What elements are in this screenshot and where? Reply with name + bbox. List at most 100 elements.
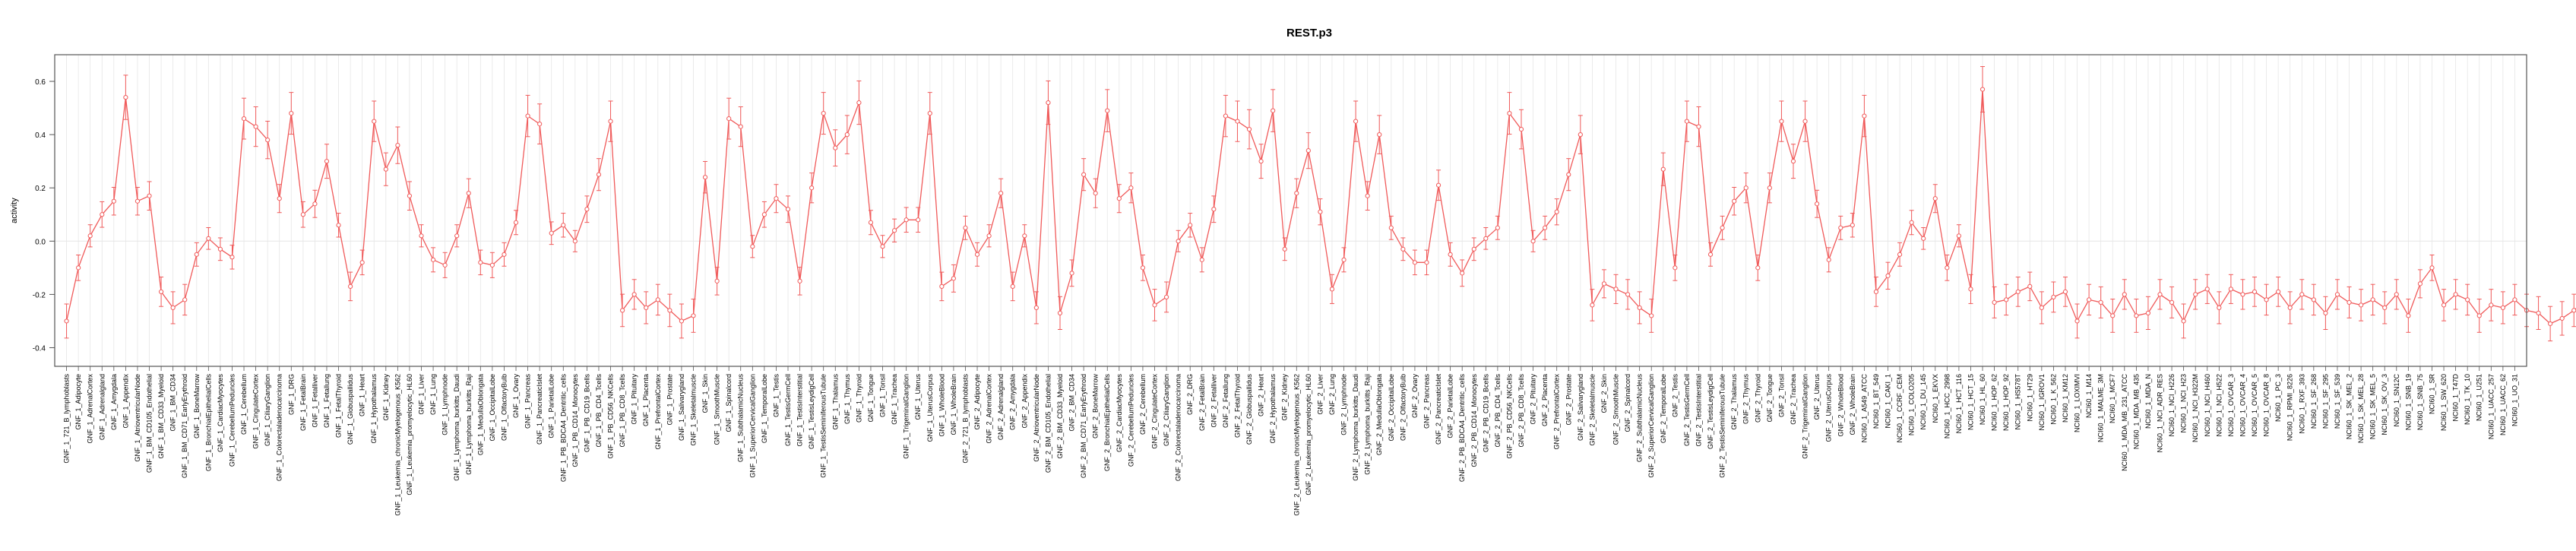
data-point: [372, 119, 376, 123]
data-point: [2549, 321, 2552, 325]
data-point: [668, 309, 672, 312]
data-point: [490, 263, 494, 267]
data-point: [2312, 298, 2315, 302]
plot-frame: [55, 55, 2527, 366]
x-tick-label: NCI60_1_M14: [2085, 374, 2093, 418]
data-point: [2394, 293, 2398, 296]
data-point: [1625, 293, 1629, 296]
x-tick-label: GNF_1_Lymphnode: [441, 374, 449, 435]
x-tick-label: GNF_1_BM_CD34: [169, 374, 177, 432]
data-point: [1708, 252, 1712, 256]
data-point: [2087, 298, 2091, 302]
data-point: [1969, 287, 1973, 291]
data-point: [2371, 298, 2375, 302]
data-point: [2466, 298, 2470, 302]
y-tick-label: 0.2: [35, 185, 46, 193]
data-point: [1164, 295, 1168, 299]
x-tick-label: NCI60_1_TK_10: [2464, 374, 2471, 425]
x-tick-label: GNF_2_Testis: [1671, 374, 1679, 418]
x-tick-label: GNF_1_FetalThyroid: [335, 374, 343, 438]
data-point: [2536, 311, 2540, 315]
data-point: [1153, 303, 1157, 307]
data-point: [407, 194, 411, 198]
x-tick-label: GNF_2_TestisGermCell: [1683, 374, 1691, 446]
data-point: [609, 119, 612, 123]
data-point: [2277, 290, 2280, 293]
data-point: [1247, 128, 1251, 131]
data-point: [266, 138, 270, 142]
x-tick-label: GNF_2_PB_CD56_NKCells: [1505, 374, 1513, 459]
x-tick-label: GNF_2_Fetallung: [1222, 374, 1229, 428]
data-point: [2300, 293, 2304, 296]
data-point: [597, 173, 600, 176]
x-tick-label: GNF_1_Skin: [701, 374, 709, 413]
x-tick-label: NCI60_1_OVCAR_3: [2227, 374, 2235, 437]
x-tick-label: NCI60_1_SN12C: [2393, 374, 2400, 427]
data-point: [2560, 316, 2564, 320]
x-tick-label: NCI60_1_UO_31: [2511, 374, 2518, 426]
x-tick-label: NCI60_1_SF_295: [2321, 374, 2329, 429]
x-tick-label: GNF_1_BoneMarrow: [193, 374, 201, 439]
x-tick-label: NCI60_1_NCI_H226: [2168, 374, 2176, 437]
x-tick-label: GNF_1_PB_CD14_Monocytes: [571, 374, 579, 467]
x-tick-label: GNF_1_Tonsil: [879, 374, 887, 417]
data-point: [1673, 266, 1677, 270]
data-point: [2146, 311, 2150, 315]
data-point: [987, 234, 991, 238]
x-tick-label: NCI60_1_K_562: [2049, 374, 2057, 425]
data-point: [2194, 293, 2198, 296]
x-tick-label: GNF_2_ParietalLobe: [1447, 374, 1454, 439]
data-point: [1839, 226, 1843, 230]
data-point: [467, 192, 470, 195]
x-tick-label: GNF_2_BronchialEpithelialCells: [1103, 374, 1111, 472]
data-point: [1874, 290, 1878, 293]
x-tick-label: GNF_2_Lymphnode: [1340, 374, 1348, 435]
x-tick-label: GNF_1_Spinalcord: [725, 374, 733, 432]
data-point: [1236, 119, 1239, 123]
data-point: [1342, 258, 1346, 261]
data-point: [1897, 252, 1901, 256]
data-point: [1756, 266, 1760, 270]
x-tick-label: NCI60_1_OVCAR_8: [2263, 374, 2271, 437]
x-tick-label: GNF_1_TestisSeminiferousTubule: [820, 374, 828, 478]
x-tick-label: GNF_2_Lymphoma_burkitts_Daudi: [1352, 374, 1359, 481]
x-tick-label: GNF_2_Kidney: [1281, 374, 1289, 421]
x-tick-label: GNF_2_AtrioventricularNode: [1033, 374, 1040, 462]
x-tick-label: GNF_2_Globuspallidus: [1245, 374, 1253, 445]
data-point: [951, 277, 955, 280]
data-point: [1992, 300, 1996, 304]
x-tick-label: GNF_2_WholeBrain: [1849, 374, 1856, 435]
data-point: [1093, 192, 1097, 195]
x-tick-label: NCI60_1_NCI_H322M: [2191, 374, 2199, 442]
data-point: [207, 236, 210, 240]
data-point: [183, 298, 187, 302]
data-point: [739, 125, 742, 128]
x-tick-label: GNF_2_BM_CD33_Myeloid: [1056, 374, 1064, 459]
data-point: [2075, 319, 2079, 323]
data-point: [2572, 309, 2576, 312]
x-tick-label: GNF_2_UterusCorpus: [1825, 374, 1833, 442]
x-tick-label: GNF_1_OccipitalLobe: [489, 374, 496, 442]
data-point: [2063, 290, 2067, 293]
x-tick-label: GNF_2_CardiacMyocytes: [1116, 374, 1123, 453]
data-point: [1638, 306, 1641, 309]
x-tick-label: NCI60_1_SK_MEL_5: [2369, 374, 2377, 439]
x-tick-label: GNF_1_PancreaticIslet: [536, 374, 543, 445]
x-tick-label: GNF_2_FetalBrain: [1198, 374, 1206, 431]
data-point: [396, 144, 400, 147]
x-tick-label: GNF_1_Fetalliver: [311, 374, 318, 428]
x-tick-label: GNF_1_ParietalLobe: [548, 374, 555, 439]
x-tick-labels: GNF_1_721_B_lymphoblasts GNF_1_Adipocyte G…: [63, 366, 2519, 516]
x-tick-label: GNF_2_Thymus: [1742, 374, 1750, 425]
data-point: [147, 194, 151, 198]
x-tick-label: GNF_2_TestisSeminiferousTubule: [1719, 374, 1726, 478]
data-point: [100, 213, 104, 217]
data-point: [975, 252, 979, 256]
data-point: [538, 122, 542, 126]
data-point: [1176, 239, 1180, 243]
data-point: [834, 146, 837, 150]
x-tick-label: GNF_2_Ovary: [1411, 374, 1419, 419]
x-tick-label: GNF_2_Tonsil: [1777, 374, 1785, 417]
data-point: [1354, 119, 1358, 123]
data-point: [916, 218, 920, 222]
